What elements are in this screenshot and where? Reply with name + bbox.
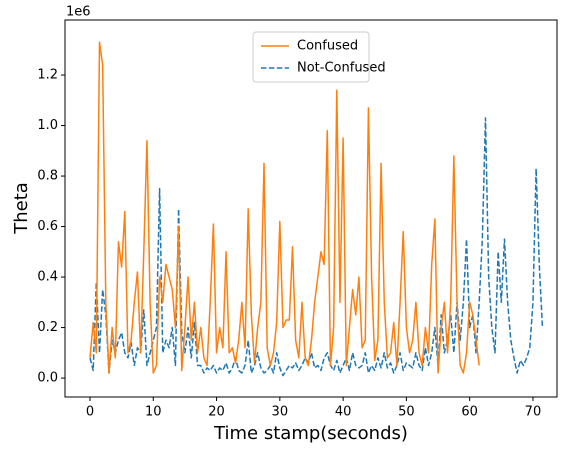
- y-tick-label: 0.4: [37, 270, 58, 285]
- x-tick-label: 60: [461, 405, 478, 420]
- legend-box: [252, 31, 370, 83]
- y-tick-label: 0.6: [37, 219, 58, 234]
- y-tick-label: 1.0: [37, 118, 58, 133]
- x-tick-label: 50: [398, 405, 415, 420]
- x-axis-label: Time stamp(seconds): [213, 423, 408, 444]
- x-tick-label: 40: [335, 405, 352, 420]
- legend-label: Confused: [297, 39, 358, 54]
- series-line: [89, 41, 480, 374]
- y-axis-label: Theta: [11, 182, 32, 235]
- y-tick-label: 0.8: [37, 169, 58, 184]
- legend-label: Not-Confused: [297, 61, 386, 76]
- x-tick-label: 20: [208, 405, 225, 420]
- y-tick-label: 0.2: [37, 320, 58, 335]
- x-tick-label: 10: [145, 405, 162, 420]
- y-offset-label: 1e6: [66, 5, 91, 20]
- y-tick-label: 0.0: [37, 371, 58, 386]
- x-tick-label: 30: [272, 405, 289, 420]
- legend: Confused Not-Confused: [252, 31, 386, 83]
- plot-frame: [64, 19, 558, 398]
- series-line: [89, 117, 544, 377]
- y-tick-label: 1.2: [37, 68, 58, 83]
- x-tick-label: 0: [86, 405, 94, 420]
- x-tick-label: 70: [525, 405, 542, 420]
